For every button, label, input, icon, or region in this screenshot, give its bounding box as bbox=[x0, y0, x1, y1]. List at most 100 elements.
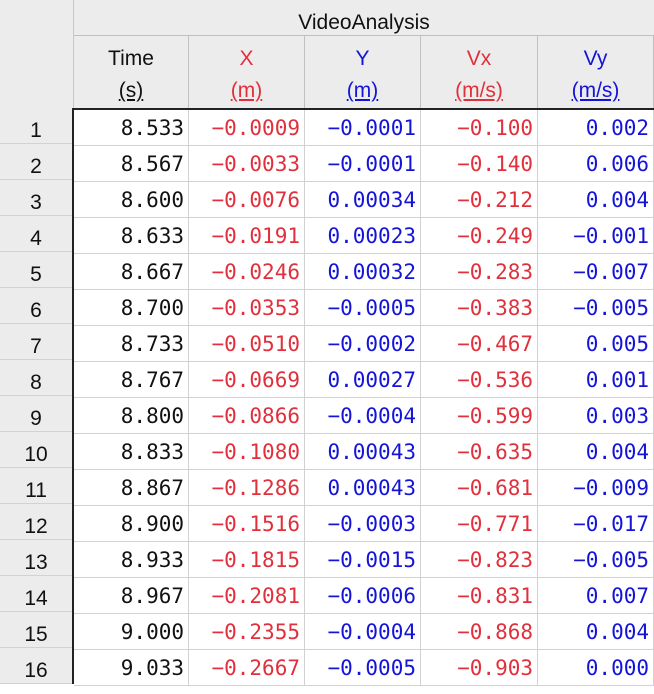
cell-x[interactable]: −0.1815 bbox=[189, 542, 305, 577]
cell-x[interactable]: −0.2667 bbox=[189, 650, 305, 685]
cell-time[interactable]: 8.700 bbox=[74, 290, 189, 325]
cell-vy[interactable]: −0.001 bbox=[538, 218, 654, 253]
cell-x[interactable]: −0.1080 bbox=[189, 434, 305, 469]
cell-vy[interactable]: 0.004 bbox=[538, 434, 654, 469]
cell-time[interactable]: 8.533 bbox=[74, 110, 189, 145]
cell-x[interactable]: −0.0076 bbox=[189, 182, 305, 217]
cell-y[interactable]: −0.0004 bbox=[305, 614, 421, 649]
cell-y[interactable]: 0.00034 bbox=[305, 182, 421, 217]
cell-vx[interactable]: −0.823 bbox=[421, 542, 538, 577]
row-number[interactable]: 2 bbox=[0, 144, 72, 180]
cell-vx[interactable]: −0.831 bbox=[421, 578, 538, 613]
row-number[interactable]: 1 bbox=[0, 108, 72, 144]
row-number[interactable]: 10 bbox=[0, 432, 72, 468]
cell-time[interactable]: 8.633 bbox=[74, 218, 189, 253]
row-number[interactable]: 3 bbox=[0, 180, 72, 216]
column-header-y[interactable]: Y (m) bbox=[305, 36, 421, 108]
cell-x[interactable]: −0.1516 bbox=[189, 506, 305, 541]
cell-vx[interactable]: −0.771 bbox=[421, 506, 538, 541]
cell-vx[interactable]: −0.903 bbox=[421, 650, 538, 685]
cell-x[interactable]: −0.0009 bbox=[189, 110, 305, 145]
cell-y[interactable]: −0.0015 bbox=[305, 542, 421, 577]
cell-vy[interactable]: 0.000 bbox=[538, 650, 654, 685]
cell-vx[interactable]: −0.536 bbox=[421, 362, 538, 397]
cell-time[interactable]: 8.900 bbox=[74, 506, 189, 541]
cell-time[interactable]: 8.567 bbox=[74, 146, 189, 181]
cell-time[interactable]: 8.600 bbox=[74, 182, 189, 217]
cell-vx[interactable]: −0.467 bbox=[421, 326, 538, 361]
row-number[interactable]: 15 bbox=[0, 612, 72, 648]
cell-time[interactable]: 8.800 bbox=[74, 398, 189, 433]
cell-vx[interactable]: −0.681 bbox=[421, 470, 538, 505]
cell-vy[interactable]: −0.007 bbox=[538, 254, 654, 289]
cell-vx[interactable]: −0.868 bbox=[421, 614, 538, 649]
cell-vy[interactable]: −0.005 bbox=[538, 290, 654, 325]
cell-x[interactable]: −0.0246 bbox=[189, 254, 305, 289]
row-number[interactable]: 7 bbox=[0, 324, 72, 360]
cell-time[interactable]: 8.833 bbox=[74, 434, 189, 469]
row-number[interactable]: 13 bbox=[0, 540, 72, 576]
row-number[interactable]: 11 bbox=[0, 468, 72, 504]
cell-y[interactable]: 0.00027 bbox=[305, 362, 421, 397]
cell-time[interactable]: 9.000 bbox=[74, 614, 189, 649]
cell-y[interactable]: −0.0005 bbox=[305, 290, 421, 325]
cell-y[interactable]: −0.0001 bbox=[305, 110, 421, 145]
cell-vy[interactable]: 0.007 bbox=[538, 578, 654, 613]
cell-x[interactable]: −0.1286 bbox=[189, 470, 305, 505]
cell-time[interactable]: 8.667 bbox=[74, 254, 189, 289]
cell-y[interactable]: 0.00043 bbox=[305, 434, 421, 469]
cell-y[interactable]: −0.0005 bbox=[305, 650, 421, 685]
cell-time[interactable]: 8.733 bbox=[74, 326, 189, 361]
cell-vy[interactable]: 0.002 bbox=[538, 110, 654, 145]
cell-vy[interactable]: −0.009 bbox=[538, 470, 654, 505]
row-number[interactable]: 9 bbox=[0, 396, 72, 432]
cell-vy[interactable]: 0.004 bbox=[538, 182, 654, 217]
cell-vx[interactable]: −0.383 bbox=[421, 290, 538, 325]
cell-vx[interactable]: −0.212 bbox=[421, 182, 538, 217]
cell-time[interactable]: 9.033 bbox=[74, 650, 189, 685]
cell-vy[interactable]: −0.017 bbox=[538, 506, 654, 541]
cell-y[interactable]: 0.00023 bbox=[305, 218, 421, 253]
row-number[interactable]: 4 bbox=[0, 216, 72, 252]
cell-vy[interactable]: −0.005 bbox=[538, 542, 654, 577]
cell-x[interactable]: −0.0191 bbox=[189, 218, 305, 253]
column-header-vx[interactable]: Vx (m/s) bbox=[421, 36, 538, 108]
cell-vx[interactable]: −0.100 bbox=[421, 110, 538, 145]
cell-vx[interactable]: −0.283 bbox=[421, 254, 538, 289]
row-number[interactable]: 16 bbox=[0, 648, 72, 684]
cell-y[interactable]: −0.0006 bbox=[305, 578, 421, 613]
column-header-time[interactable]: Time (s) bbox=[74, 36, 189, 108]
cell-vy[interactable]: 0.005 bbox=[538, 326, 654, 361]
cell-vy[interactable]: 0.001 bbox=[538, 362, 654, 397]
cell-x[interactable]: −0.0033 bbox=[189, 146, 305, 181]
cell-y[interactable]: −0.0004 bbox=[305, 398, 421, 433]
cell-x[interactable]: −0.2081 bbox=[189, 578, 305, 613]
row-number[interactable]: 5 bbox=[0, 252, 72, 288]
cell-y[interactable]: −0.0001 bbox=[305, 146, 421, 181]
cell-x[interactable]: −0.2355 bbox=[189, 614, 305, 649]
column-header-vy[interactable]: Vy (m/s) bbox=[538, 36, 654, 108]
row-number[interactable]: 6 bbox=[0, 288, 72, 324]
cell-x[interactable]: −0.0353 bbox=[189, 290, 305, 325]
cell-vx[interactable]: −0.599 bbox=[421, 398, 538, 433]
cell-y[interactable]: −0.0002 bbox=[305, 326, 421, 361]
cell-x[interactable]: −0.0669 bbox=[189, 362, 305, 397]
row-number[interactable]: 8 bbox=[0, 360, 72, 396]
row-number[interactable]: 14 bbox=[0, 576, 72, 612]
row-number[interactable]: 12 bbox=[0, 504, 72, 540]
cell-y[interactable]: −0.0003 bbox=[305, 506, 421, 541]
cell-vx[interactable]: −0.635 bbox=[421, 434, 538, 469]
cell-vx[interactable]: −0.140 bbox=[421, 146, 538, 181]
cell-vy[interactable]: 0.006 bbox=[538, 146, 654, 181]
cell-time[interactable]: 8.967 bbox=[74, 578, 189, 613]
cell-y[interactable]: 0.00032 bbox=[305, 254, 421, 289]
column-header-x[interactable]: X (m) bbox=[189, 36, 305, 108]
cell-y[interactable]: 0.00043 bbox=[305, 470, 421, 505]
cell-x[interactable]: −0.0510 bbox=[189, 326, 305, 361]
cell-vy[interactable]: 0.003 bbox=[538, 398, 654, 433]
cell-vy[interactable]: 0.004 bbox=[538, 614, 654, 649]
cell-time[interactable]: 8.767 bbox=[74, 362, 189, 397]
cell-vx[interactable]: −0.249 bbox=[421, 218, 538, 253]
cell-time[interactable]: 8.867 bbox=[74, 470, 189, 505]
cell-time[interactable]: 8.933 bbox=[74, 542, 189, 577]
